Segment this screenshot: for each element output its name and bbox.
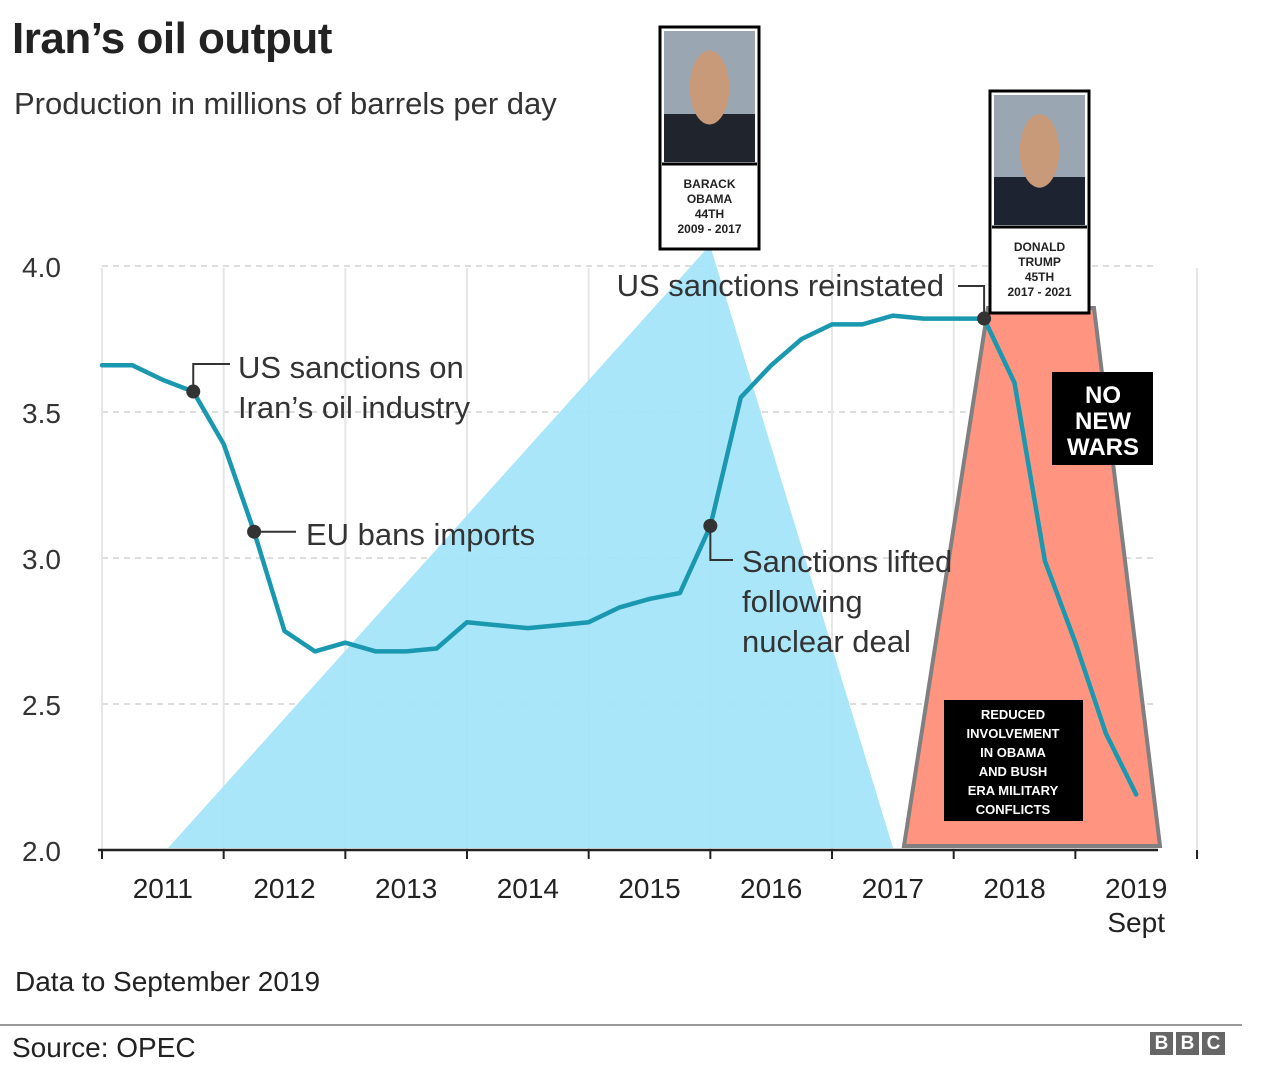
trump-portrait-caption: 2017 - 2021	[1007, 285, 1071, 299]
y-tick-label: 2.0	[22, 836, 61, 867]
data-note: Data to September 2019	[15, 966, 321, 997]
obama-portrait-caption: 2009 - 2017	[677, 222, 741, 236]
x-tick-label: 2019	[1105, 873, 1167, 904]
obama-portrait-caption: OBAMA	[687, 192, 733, 206]
reduced-involvement-text: REDUCED	[981, 707, 1045, 722]
y-tick-label: 3.5	[22, 398, 61, 429]
annotation-label: Iran’s oil industry	[238, 390, 471, 425]
annotation-marker	[186, 384, 201, 399]
annotation-label: Sanctions lifted	[742, 544, 952, 579]
annotation-marker	[977, 311, 992, 326]
x-tick-label: 2017	[862, 873, 924, 904]
no-new-wars-text: WARS	[1067, 434, 1139, 461]
x-tick-sublabel: Sept	[1107, 907, 1165, 938]
y-tick-label: 4.0	[22, 252, 61, 283]
oil-output-line	[99, 313, 1139, 797]
x-tick-label: 2018	[983, 873, 1045, 904]
chart-subtitle: Production in millions of barrels per da…	[14, 86, 557, 121]
reduced-involvement-box	[944, 700, 1083, 821]
chart-title: Iran’s oil output	[12, 14, 332, 63]
bbc-logo-letter: C	[1202, 1032, 1225, 1055]
reduced-involvement-text: CONFLICTS	[976, 802, 1051, 817]
x-tick-label: 2013	[375, 873, 437, 904]
bbc-logo-letter: B	[1176, 1032, 1199, 1055]
annotation-leader	[192, 363, 230, 392]
reduced-involvement-text: IN OBAMA	[980, 745, 1046, 760]
annotation-label: US sanctions on	[238, 350, 464, 385]
reduced-involvement-text: INVOLVEMENT	[967, 726, 1060, 741]
trump-portrait-caption: DONALD	[1014, 240, 1066, 254]
annotation-marker	[703, 518, 718, 533]
annotation-label: following	[742, 584, 863, 619]
annotation-leader	[709, 525, 733, 561]
annotation-marker	[247, 524, 262, 539]
y-tick-label: 2.5	[22, 690, 61, 721]
reduced-involvement-text: AND BUSH	[979, 764, 1048, 779]
obama-triangle	[168, 245, 893, 848]
x-tick-label: 2011	[133, 873, 193, 904]
footer-divider	[0, 1024, 1242, 1026]
x-tick-label: 2014	[497, 873, 559, 904]
trump-portrait-caption: 45TH	[1025, 270, 1054, 284]
no-new-wars-text: NEW	[1075, 408, 1131, 435]
annotation-label: EU bans imports	[306, 517, 535, 552]
bbc-logo: B B C	[1150, 1032, 1225, 1055]
no-new-wars-text: NO	[1085, 382, 1121, 409]
trump-portrait-caption: TRUMP	[1018, 255, 1061, 269]
x-tick-label: 2015	[618, 873, 680, 904]
x-tick-label: 2016	[740, 873, 802, 904]
obama-portrait-caption: BARACK	[684, 177, 736, 191]
reduced-involvement-text: ERA MILITARY	[968, 783, 1059, 798]
obama-portrait-photo-face	[689, 50, 730, 125]
y-tick-label: 3.0	[22, 544, 61, 575]
annotation-label: nuclear deal	[742, 624, 911, 659]
trump-portrait-photo-face	[1019, 114, 1060, 188]
annotation-leader	[958, 285, 986, 319]
obama-portrait-caption: 44TH	[695, 207, 724, 221]
annotation-label: US sanctions reinstated	[617, 268, 944, 303]
source-label: Source: OPEC	[12, 1032, 196, 1063]
no-new-wars-box	[1052, 372, 1153, 465]
x-tick-label: 2012	[253, 873, 315, 904]
bbc-logo-letter: B	[1150, 1032, 1173, 1055]
